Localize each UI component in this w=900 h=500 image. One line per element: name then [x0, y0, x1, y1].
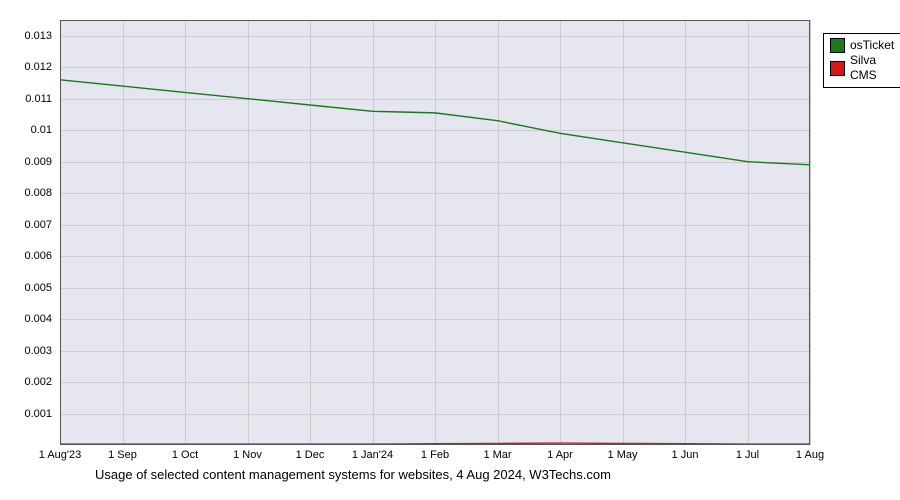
- y-tick-label: 0.002: [15, 376, 52, 388]
- legend-swatch: [830, 61, 845, 76]
- legend-swatch: [830, 38, 845, 53]
- plot-area: [60, 20, 810, 445]
- y-tick-label: 0.011: [15, 93, 52, 105]
- y-tick-label: 0.012: [15, 61, 52, 73]
- chart-legend: osTicketSilva CMS: [823, 33, 900, 88]
- chart-container: osTicketSilva CMS Usage of selected cont…: [15, 15, 885, 485]
- y-tick-label: 0.001: [15, 408, 52, 420]
- gridline-v: [810, 20, 811, 445]
- x-tick-label: 1 Feb: [421, 449, 449, 461]
- x-tick-label: 1 Jan'24: [352, 449, 393, 461]
- legend-item: osTicket: [830, 38, 894, 53]
- x-tick-label: 1 Mar: [483, 449, 511, 461]
- y-tick-label: 0.005: [15, 282, 52, 294]
- x-tick-label: 1 Apr: [547, 449, 573, 461]
- x-tick-label: 1 Dec: [296, 449, 325, 461]
- legend-label: osTicket: [850, 38, 894, 53]
- series-line-silva: [60, 443, 810, 444]
- x-tick-label: 1 Aug: [796, 449, 824, 461]
- chart-caption: Usage of selected content management sys…: [95, 467, 611, 482]
- x-tick-label: 1 Aug'23: [39, 449, 81, 461]
- x-tick-label: 1 Sep: [108, 449, 137, 461]
- y-tick-label: 0.003: [15, 345, 52, 357]
- y-tick-label: 0.004: [15, 313, 52, 325]
- series-svg: [60, 20, 810, 445]
- legend-label: Silva CMS: [850, 53, 894, 83]
- x-tick-label: 1 Jul: [736, 449, 759, 461]
- y-tick-label: 0.01: [15, 124, 52, 136]
- x-tick-label: 1 Nov: [233, 449, 262, 461]
- legend-item: Silva CMS: [830, 53, 894, 83]
- x-tick-label: 1 May: [608, 449, 638, 461]
- x-tick-label: 1 Oct: [172, 449, 198, 461]
- y-tick-label: 0.013: [15, 30, 52, 42]
- series-line-osticket: [60, 80, 810, 165]
- y-tick-label: 0.009: [15, 156, 52, 168]
- y-tick-label: 0.006: [15, 250, 52, 262]
- y-tick-label: 0.007: [15, 219, 52, 231]
- x-tick-label: 1 Jun: [672, 449, 699, 461]
- y-tick-label: 0.008: [15, 187, 52, 199]
